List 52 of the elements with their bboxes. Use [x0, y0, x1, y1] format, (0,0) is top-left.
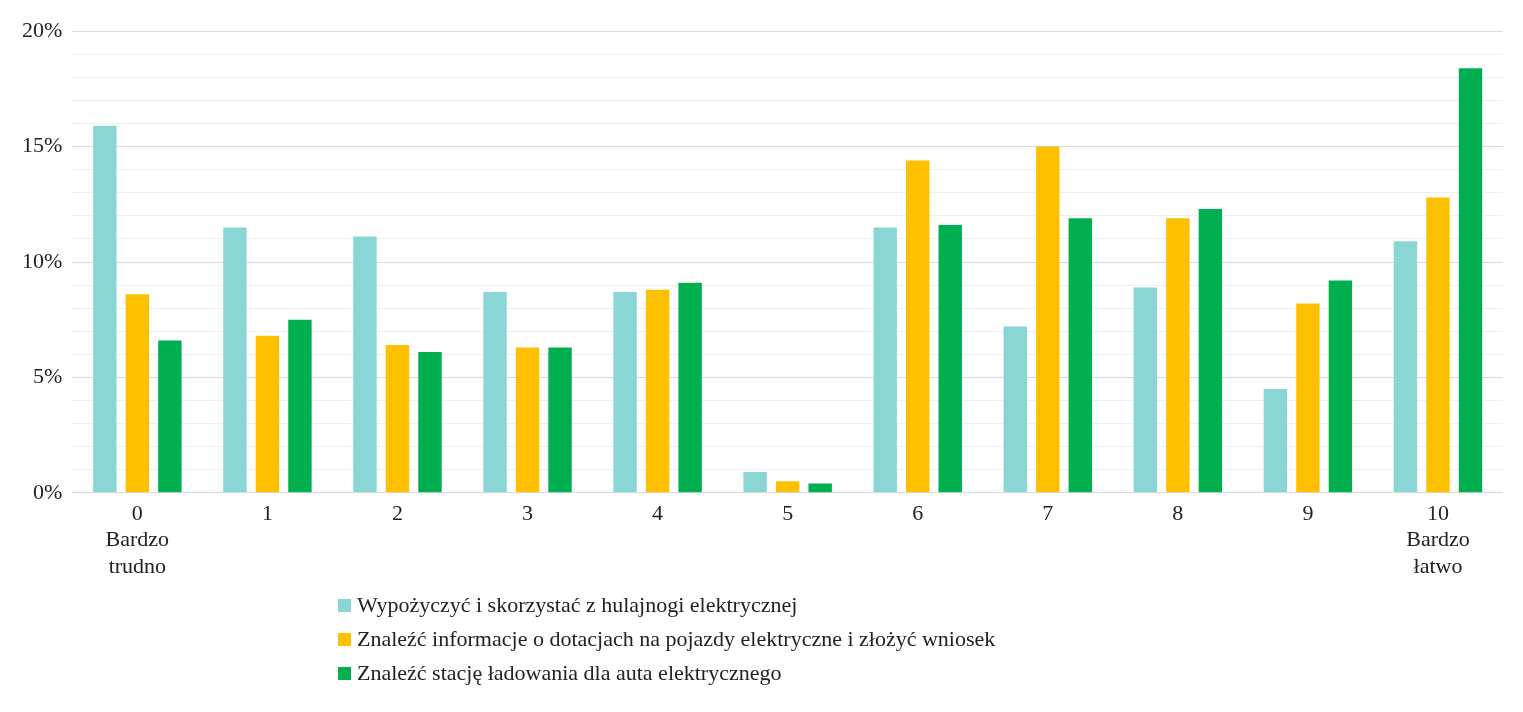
bar: [808, 483, 832, 493]
bar: [93, 125, 117, 493]
bar: [255, 335, 280, 493]
bar: [1036, 146, 1060, 493]
bar: [125, 294, 150, 493]
x-tick-label: 5: [782, 499, 794, 525]
bar: [1133, 287, 1158, 493]
bar: [158, 340, 182, 493]
bar: [1263, 388, 1288, 493]
bar: [1003, 326, 1027, 493]
y-tick-label: 20%: [22, 16, 63, 42]
bar: [906, 160, 930, 493]
bar: [873, 227, 897, 493]
bar: [1328, 280, 1353, 493]
legend-label: Znaleźć informacje o dotacjach na pojazdy elektryczne i złożyć wniosek: [357, 625, 996, 653]
y-tick-label: 10%: [22, 247, 63, 273]
bar: [1458, 68, 1483, 493]
bar: [938, 225, 962, 493]
legend-label: Znaleźć stację ładowania dla auta elektrycznego: [357, 659, 782, 687]
bar: [548, 347, 572, 493]
x-tick-label: 8: [1172, 499, 1184, 525]
x-tick-label: 0 Bardzo trudno: [105, 499, 170, 578]
bar: [1296, 303, 1320, 493]
x-tick-label: 7: [1042, 499, 1054, 525]
y-tick-label: 5%: [33, 363, 63, 389]
bar: [1166, 218, 1190, 493]
bar: [385, 345, 410, 493]
bar: [483, 292, 507, 493]
bar: [1068, 218, 1093, 493]
bar: [1426, 197, 1450, 493]
x-tick-label: 10 Bardzo łatwo: [1406, 499, 1470, 578]
bar: [678, 282, 702, 493]
legend-label: Wypożyczyć i skorzystać z hulajnogi elektrycznej: [357, 591, 798, 619]
bar: [418, 352, 442, 493]
y-tick-label: 15%: [22, 132, 63, 158]
bar: [515, 347, 540, 493]
x-tick-label: 4: [652, 499, 664, 525]
bar: [775, 481, 800, 493]
x-tick-label: 9: [1302, 499, 1314, 525]
x-tick-label: 2: [391, 499, 403, 525]
bar: [613, 292, 637, 493]
bar: [223, 227, 247, 493]
bar: [1198, 208, 1223, 493]
x-tick-label: 1: [261, 499, 273, 525]
bar: [1393, 241, 1418, 493]
y-tick-label: 0%: [33, 478, 63, 504]
bar: [288, 319, 312, 493]
bar: [743, 472, 767, 493]
x-tick-label: 6: [912, 499, 924, 525]
x-tick-label: 3: [522, 499, 534, 525]
bar: [353, 236, 377, 493]
bar: [645, 289, 670, 493]
